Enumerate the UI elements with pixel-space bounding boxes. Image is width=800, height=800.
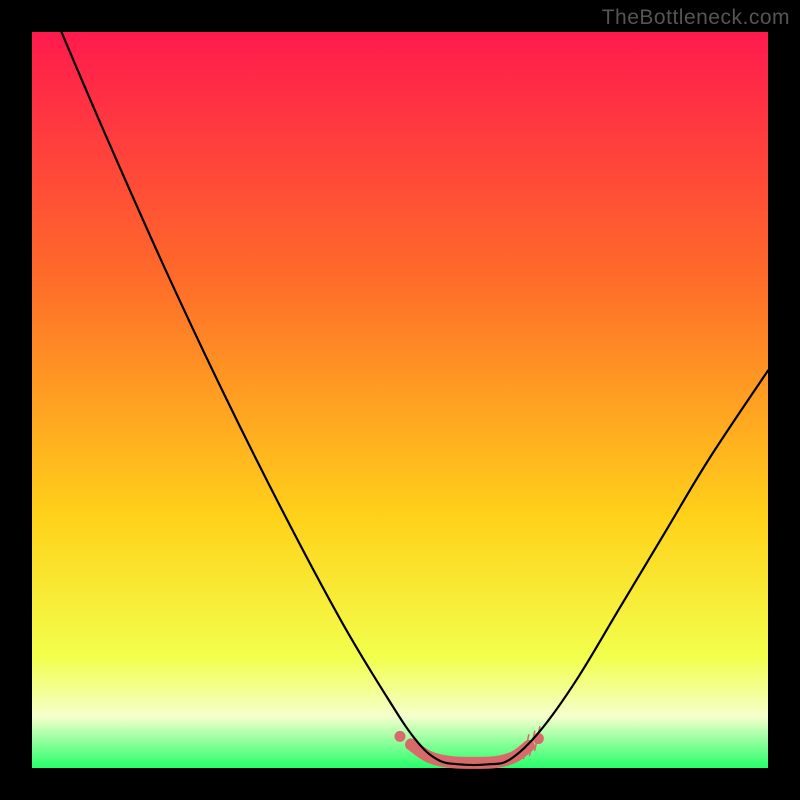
bottleneck-curve xyxy=(61,32,768,765)
watermark-text: TheBottleneck.com xyxy=(602,6,790,30)
plot-svg xyxy=(32,32,768,768)
plot-area xyxy=(32,32,768,768)
chart-frame: TheBottleneck.com xyxy=(0,0,800,800)
highlight-end-left xyxy=(395,731,406,742)
